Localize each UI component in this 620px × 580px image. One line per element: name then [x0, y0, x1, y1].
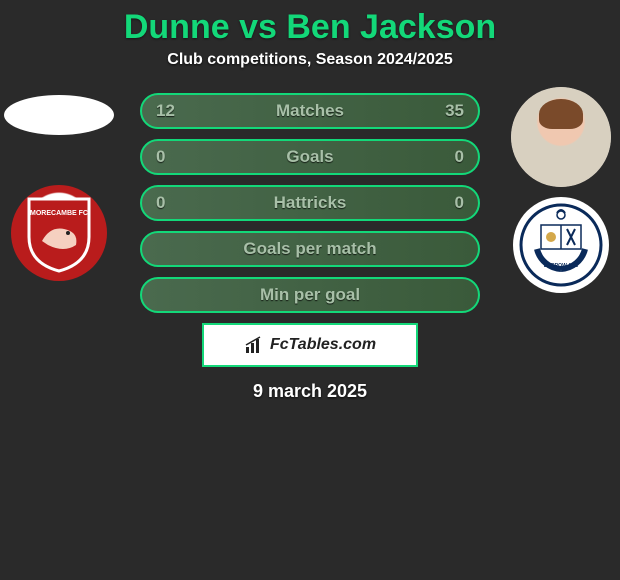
footer-date: 9 march 2025	[140, 381, 480, 402]
player1-avatar	[4, 95, 114, 135]
vs-label: vs	[239, 8, 277, 46]
player2-name: Ben Jackson	[286, 8, 496, 46]
player2-club-crest: BARROW AFC	[513, 197, 609, 293]
player1-name: Dunne	[124, 8, 230, 46]
stat-label: Matches	[276, 101, 344, 121]
player2-avatar	[511, 87, 611, 187]
svg-text:MORECAMBE FC: MORECAMBE FC	[30, 210, 88, 217]
stat-label: Hattricks	[274, 193, 347, 213]
svg-text:BARROW AFC: BARROW AFC	[544, 263, 579, 269]
stat-right-value: 0	[455, 193, 464, 213]
stat-label: Goals	[286, 147, 333, 167]
stat-right-value: 35	[445, 101, 464, 121]
stat-left-value: 0	[156, 147, 165, 167]
stat-bar-goals: 0 Goals 0	[140, 139, 480, 175]
stat-right-value: 0	[455, 147, 464, 167]
shield-icon: MORECAMBE FC	[24, 193, 94, 273]
stat-label: Min per goal	[260, 285, 360, 305]
shield-icon: BARROW AFC	[519, 203, 603, 287]
page-title: Dunne vs Ben Jackson	[0, 0, 620, 51]
subtitle: Club competitions, Season 2024/2025	[0, 51, 620, 69]
stat-bar-hattricks: 0 Hattricks 0	[140, 185, 480, 221]
left-column: MORECAMBE FC	[4, 87, 114, 281]
stat-bars: 12 Matches 35 0 Goals 0 0 Hattricks 0 Go…	[140, 87, 480, 402]
brand-text: FcTables.com	[270, 336, 376, 354]
comparison-content: MORECAMBE FC BARROW AFC	[0, 87, 620, 402]
brand-badge: FcTables.com	[202, 323, 418, 367]
stat-left-value: 0	[156, 193, 165, 213]
stat-bar-min-per-goal: Min per goal	[140, 277, 480, 313]
right-column: BARROW AFC	[506, 87, 616, 293]
face-icon	[511, 87, 611, 187]
player1-club-crest: MORECAMBE FC	[11, 185, 107, 281]
bar-chart-icon	[244, 335, 264, 355]
stat-label: Goals per match	[243, 239, 376, 259]
stat-bar-matches: 12 Matches 35	[140, 93, 480, 129]
stat-bar-goals-per-match: Goals per match	[140, 231, 480, 267]
stat-left-value: 12	[156, 101, 175, 121]
